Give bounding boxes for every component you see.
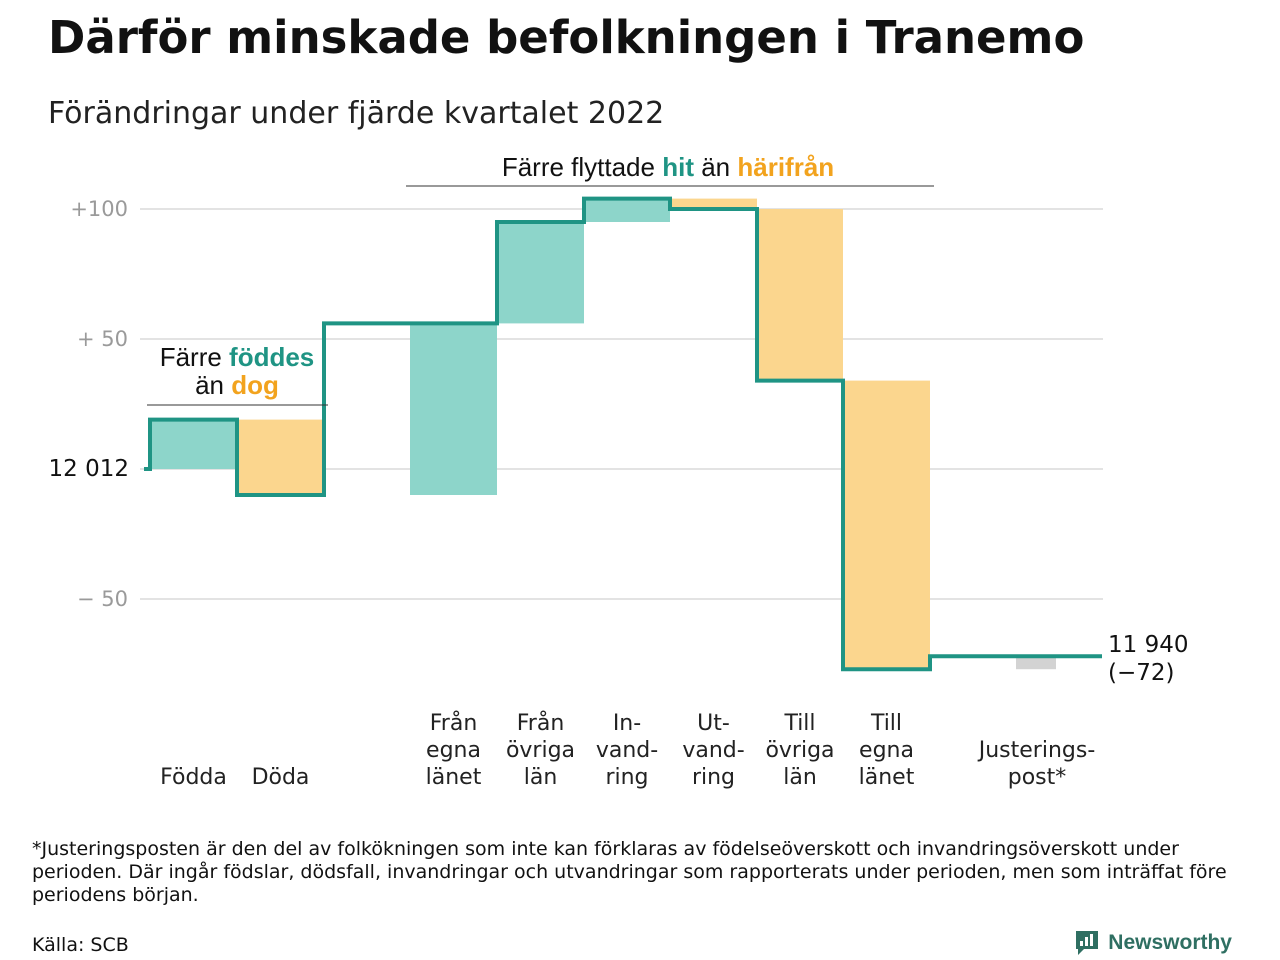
y-tick-label-3: − 50 <box>77 587 128 611</box>
source-credit: Källa: SCB <box>32 934 129 956</box>
newsworthy-logo: Newsworthy <box>1074 928 1232 958</box>
category-label-8-0: Justerings- <box>977 738 1096 763</box>
grid-lines <box>140 208 1103 600</box>
births-deaths-annotation-line2: än dog <box>195 370 279 400</box>
bar-6 <box>757 209 843 381</box>
y-axis-ticks: +100 + 50 − 50 <box>70 197 128 611</box>
births-deaths-annotation-line1: Färre föddes <box>160 342 315 372</box>
category-label-3-1: övriga <box>506 738 575 763</box>
category-label-8-1: post* <box>1008 765 1067 790</box>
category-label-6-0: Till <box>783 711 815 736</box>
category-label-2-1: egna <box>426 738 481 763</box>
category-label-3-0: Från <box>517 710 565 736</box>
footnote: *Justeringsposten är den del av folkökni… <box>32 838 1227 906</box>
bar-5 <box>670 198 757 209</box>
bar-8 <box>1016 656 1056 670</box>
category-label-5-1: vand- <box>682 738 744 763</box>
bar-2 <box>410 323 497 495</box>
category-label-1-0: Döda <box>252 765 310 790</box>
category-label-7-0: Till <box>870 711 902 736</box>
waterfall-chart: +100 + 50 − 50 12 012 11 940(−72) Födda Döda… <box>49 152 1189 790</box>
y-tick-label-0: +100 <box>70 197 128 221</box>
migration-annotation: Färre flyttade hit än härifrån <box>406 152 934 187</box>
category-label-0-0: Födda <box>160 765 227 790</box>
category-label-5-0: Ut- <box>697 711 730 736</box>
bar-3 <box>497 222 584 324</box>
bar-0 <box>150 419 237 469</box>
newsworthy-chart-icon <box>1076 931 1099 955</box>
end-change-label: (−72) <box>1108 660 1174 686</box>
chart-subtitle: Förändringar under fjärde kvartalet 2022 <box>48 96 665 131</box>
migration-annotation-text: Färre flyttade hit än härifrån <box>502 152 834 182</box>
running-total-path <box>144 196 1102 672</box>
category-label-4-0: In- <box>613 711 641 736</box>
bar-4 <box>584 198 670 222</box>
category-labels: Födda DödaFrånegnalänetFrånövrigalänIn-va… <box>160 710 1095 790</box>
category-label-2-2: länet <box>426 765 482 790</box>
bar-7 <box>843 380 930 670</box>
category-label-4-1: vand- <box>596 738 658 763</box>
category-label-5-2: ring <box>692 765 735 790</box>
bar-1 <box>237 419 324 495</box>
value-labels: 12 012 11 940(−72) <box>49 456 1189 686</box>
y-tick-label-1: + 50 <box>77 327 128 351</box>
category-label-6-2: län <box>783 765 817 790</box>
newsworthy-logo-text: Newsworthy <box>1108 931 1232 954</box>
category-label-6-1: övriga <box>765 738 834 763</box>
bars <box>150 198 1056 670</box>
category-label-7-2: länet <box>859 765 915 790</box>
category-label-2-0: Från <box>430 710 478 736</box>
category-label-4-2: ring <box>605 765 648 790</box>
running-total-line <box>144 196 1102 672</box>
category-label-7-1: egna <box>859 738 914 763</box>
end-value-label: 11 940 <box>1108 632 1188 658</box>
births-deaths-annotation: Färre föddes än dog <box>147 342 328 406</box>
start-value-label: 12 012 <box>49 456 129 482</box>
chart-title: Därför minskade befolkningen i Tranemo <box>48 11 1085 64</box>
category-label-3-2: län <box>524 765 558 790</box>
